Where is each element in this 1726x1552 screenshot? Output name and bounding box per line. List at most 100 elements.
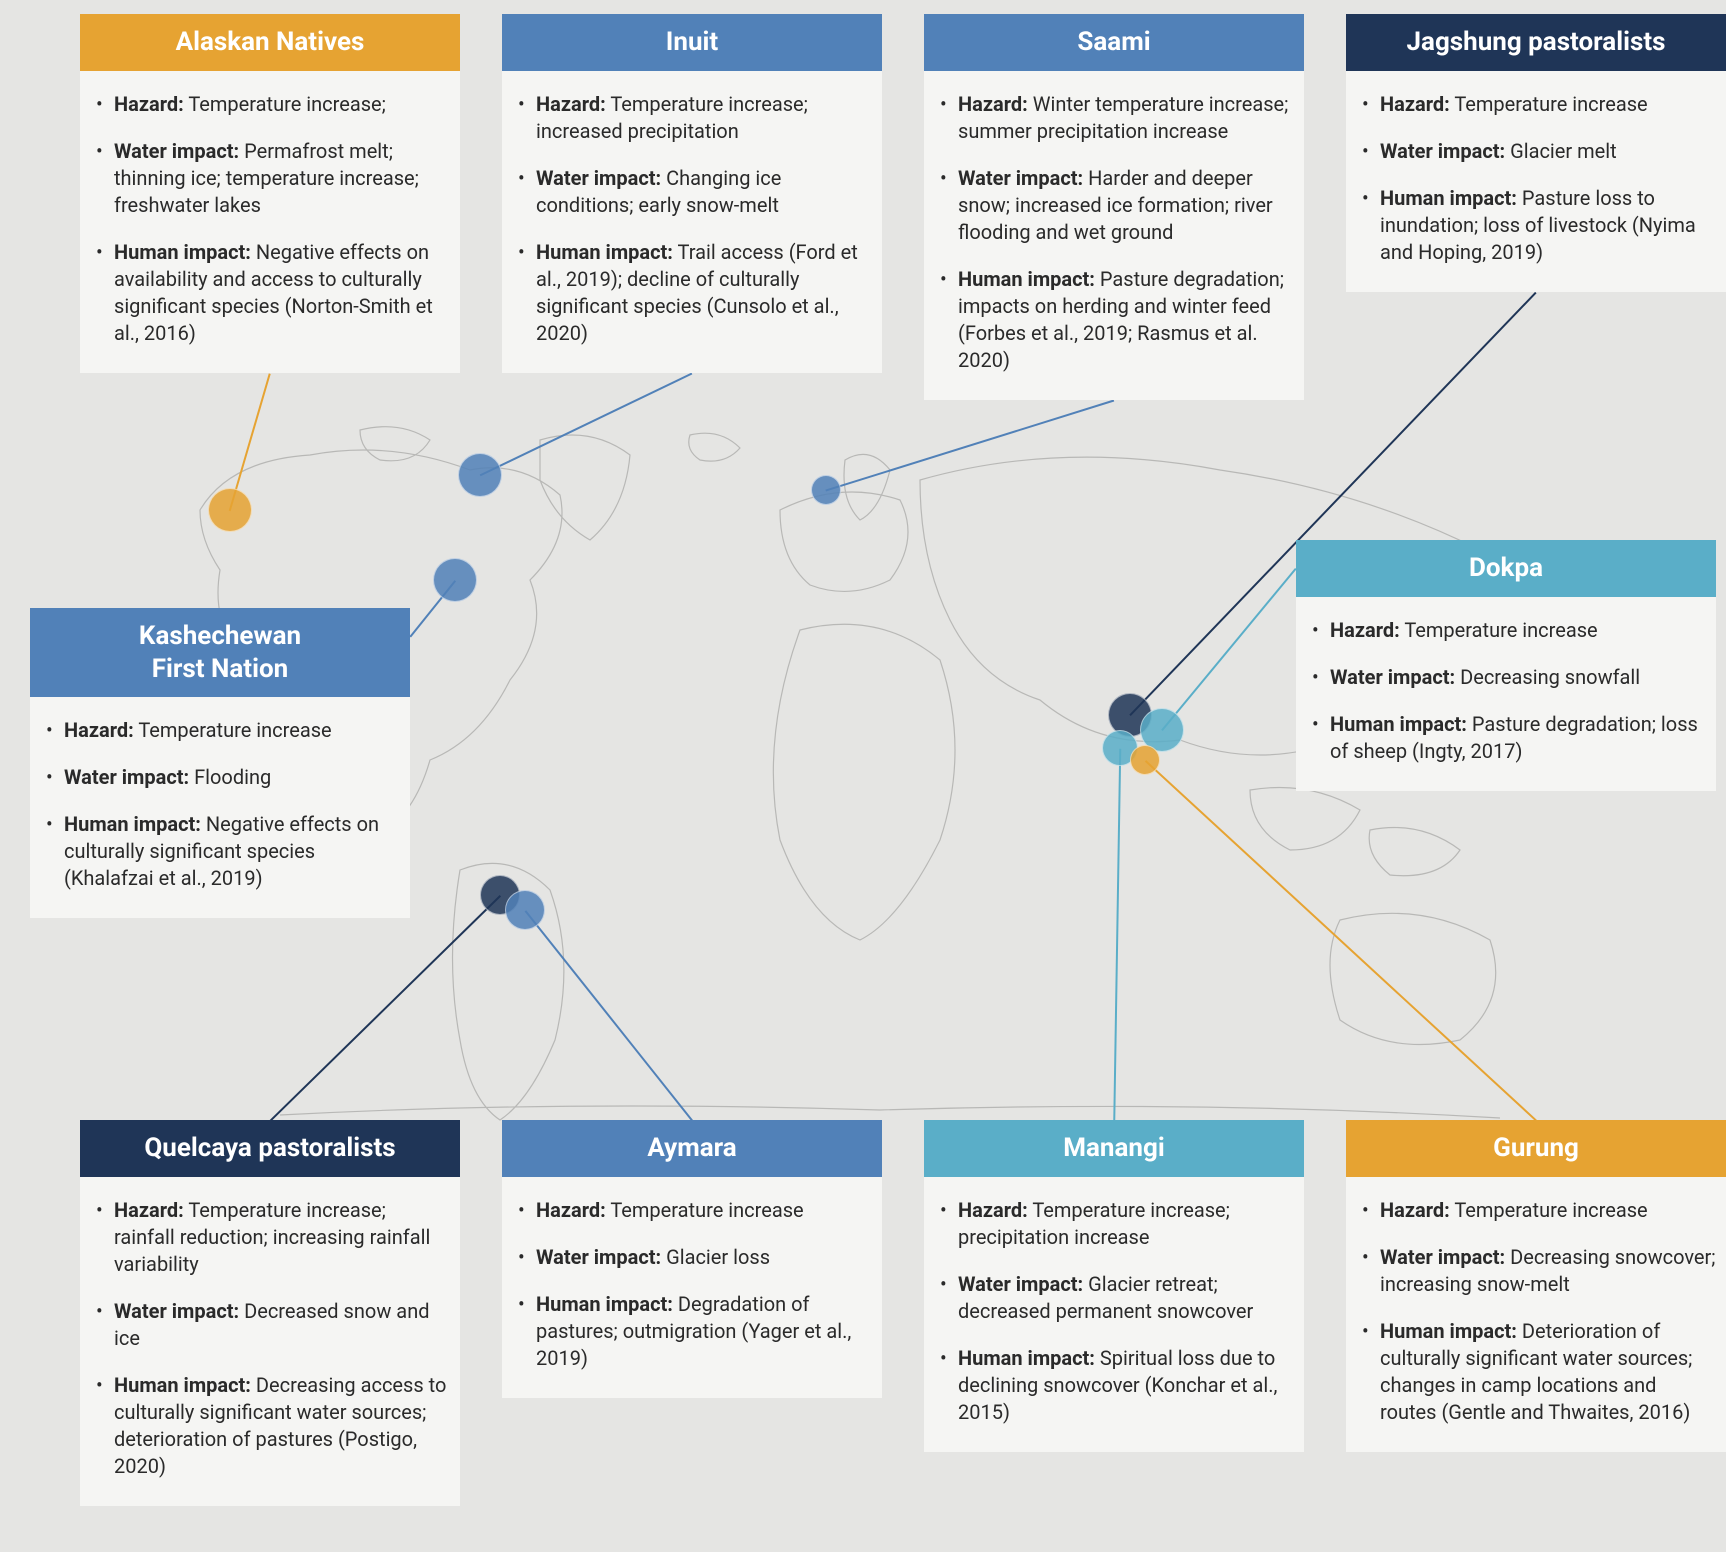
human-label: Human impact: bbox=[958, 267, 1095, 291]
water-label: Water impact: bbox=[1380, 139, 1505, 163]
card-body: Hazard: Temperature increase; precipitat… bbox=[924, 1177, 1304, 1452]
hazard-label: Hazard: bbox=[536, 1198, 606, 1222]
human-label: Human impact: bbox=[536, 240, 673, 264]
card-body: Hazard: Temperature increase Water impact… bbox=[1346, 71, 1726, 292]
card-kashechewan: Kashechewan First NationHazard: Temperat… bbox=[30, 608, 410, 918]
hazard-label: Hazard: bbox=[1380, 92, 1450, 116]
card-item-water: Water impact: Flooding bbox=[64, 764, 400, 791]
card-item-human: Human impact: Spiritual loss due to decl… bbox=[958, 1345, 1294, 1426]
water-label: Water impact: bbox=[114, 139, 239, 163]
water-label: Water impact: bbox=[64, 765, 189, 789]
card-body: Hazard: Temperature increase Water impact… bbox=[30, 697, 410, 918]
card-item-water: Water impact: Harder and deeper snow; in… bbox=[958, 165, 1294, 246]
hazard-label: Hazard: bbox=[1380, 1198, 1450, 1222]
hazard-label: Hazard: bbox=[958, 92, 1028, 116]
card-manangi: Manangi Hazard: Temperature increase; pre… bbox=[924, 1120, 1304, 1452]
card-alaskan: Alaskan NativesHazard: Temperature incre… bbox=[80, 14, 460, 373]
card-item-water: Water impact: Glacier loss bbox=[536, 1244, 872, 1271]
card-item-water: Water impact: Decreasing snowcover; incr… bbox=[1380, 1244, 1716, 1298]
aymara-marker bbox=[505, 890, 545, 930]
card-title: Inuit bbox=[502, 14, 882, 71]
human-label: Human impact: bbox=[1330, 712, 1467, 736]
water-text: Glacier loss bbox=[661, 1245, 770, 1269]
hazard-text: Temperature increase bbox=[1450, 92, 1648, 116]
human-label: Human impact: bbox=[114, 240, 251, 264]
card-body: Hazard: Temperature increase; rainfall r… bbox=[80, 1177, 460, 1506]
card-title: Saami bbox=[924, 14, 1304, 71]
card-saami: SaamiHazard: Winter temperature increase… bbox=[924, 14, 1304, 400]
hazard-text: Temperature increase; bbox=[184, 92, 386, 116]
card-quelcaya: Quelcaya pastoralists Hazard: Temperature… bbox=[80, 1120, 460, 1506]
water-text: Decreasing snowfall bbox=[1455, 665, 1640, 689]
water-label: Water impact: bbox=[114, 1299, 239, 1323]
card-item-hazard: Hazard: Temperature increase; increased … bbox=[536, 91, 872, 145]
hazard-label: Hazard: bbox=[958, 1198, 1028, 1222]
card-item-hazard: Hazard: Temperature increase; bbox=[114, 91, 450, 118]
human-label: Human impact: bbox=[958, 1346, 1095, 1370]
card-item-hazard: Hazard: Temperature increase; precipitat… bbox=[958, 1197, 1294, 1251]
card-item-water: Water impact: Changing ice conditions; e… bbox=[536, 165, 872, 219]
card-aymara: Aymara Hazard: Temperature increase Water … bbox=[502, 1120, 882, 1398]
card-body: Hazard: Temperature increase Water impact… bbox=[502, 1177, 882, 1398]
card-item-hazard: Hazard: Temperature increase; rainfall r… bbox=[114, 1197, 450, 1278]
hazard-label: Hazard: bbox=[114, 1198, 184, 1222]
hazard-label: Hazard: bbox=[1330, 618, 1400, 642]
alaskan-marker bbox=[208, 488, 252, 532]
card-body: Hazard: Temperature increase Water impact… bbox=[1346, 1177, 1726, 1452]
card-inuit: Inuit Hazard: Temperature increase; incre… bbox=[502, 14, 882, 373]
card-body: Hazard: Winter temperature increase; sum… bbox=[924, 71, 1304, 400]
card-item-water: Water impact: Permafrost melt; thinning … bbox=[114, 138, 450, 219]
card-item-human: Human impact: Deterioration of culturall… bbox=[1380, 1318, 1716, 1426]
card-item-hazard: Hazard: Temperature increase bbox=[536, 1197, 872, 1224]
human-label: Human impact: bbox=[536, 1292, 673, 1316]
water-label: Water impact: bbox=[1380, 1245, 1505, 1269]
human-label: Human impact: bbox=[1380, 186, 1517, 210]
hazard-label: Hazard: bbox=[536, 92, 606, 116]
card-item-human: Human impact: Pasture loss to inundation… bbox=[1380, 185, 1716, 266]
hazard-text: Temperature increase bbox=[606, 1198, 804, 1222]
water-text: Glacier melt bbox=[1505, 139, 1617, 163]
card-item-hazard: Hazard: Temperature increase bbox=[1380, 91, 1716, 118]
card-item-human: Human impact: Trail access (Ford et al.,… bbox=[536, 239, 872, 347]
card-title: Gurung bbox=[1346, 1120, 1726, 1177]
card-item-water: Water impact: Glacier retreat; decreased… bbox=[958, 1271, 1294, 1325]
hazard-label: Hazard: bbox=[64, 718, 134, 742]
water-label: Water impact: bbox=[536, 166, 661, 190]
card-item-human: Human impact: Negative effects on availa… bbox=[114, 239, 450, 347]
card-item-human: Human impact: Degradation of pastures; o… bbox=[536, 1291, 872, 1372]
card-body: Hazard: Temperature increase Water impact… bbox=[1296, 597, 1716, 791]
card-title: Kashechewan First Nation bbox=[30, 608, 410, 697]
card-item-human: Human impact: Decreasing access to cultu… bbox=[114, 1372, 450, 1480]
card-title: Alaskan Natives bbox=[80, 14, 460, 71]
human-label: Human impact: bbox=[114, 1373, 251, 1397]
hazard-text: Temperature increase bbox=[134, 718, 332, 742]
hazard-text: Temperature increase bbox=[1450, 1198, 1648, 1222]
card-body: Hazard: Temperature increase; Water impac… bbox=[80, 71, 460, 373]
card-item-hazard: Hazard: Temperature increase bbox=[1380, 1197, 1716, 1224]
hazard-text: Temperature increase bbox=[1400, 618, 1598, 642]
water-label: Water impact: bbox=[536, 1245, 661, 1269]
card-item-water: Water impact: Decreasing snowfall bbox=[1330, 664, 1706, 691]
card-item-human: Human impact: Pasture degradation; loss … bbox=[1330, 711, 1706, 765]
water-label: Water impact: bbox=[958, 166, 1083, 190]
card-item-human: Human impact: Negative effects on cultur… bbox=[64, 811, 400, 892]
card-title: Dokpa bbox=[1296, 540, 1716, 597]
card-item-hazard: Hazard: Temperature increase bbox=[64, 717, 400, 744]
card-jagshung: Jagshung pastoralistsHazard: Temperature… bbox=[1346, 14, 1726, 292]
card-title: Quelcaya pastoralists bbox=[80, 1120, 460, 1177]
water-text: Flooding bbox=[189, 765, 271, 789]
water-label: Water impact: bbox=[1330, 665, 1455, 689]
inuit-marker bbox=[458, 453, 502, 497]
human-label: Human impact: bbox=[1380, 1319, 1517, 1343]
card-dokpa: Dokpa Hazard: Temperature increase Water i… bbox=[1296, 540, 1716, 791]
card-title: Manangi bbox=[924, 1120, 1304, 1177]
card-title: Aymara bbox=[502, 1120, 882, 1177]
card-item-human: Human impact: Pasture degradation; impac… bbox=[958, 266, 1294, 374]
saami-marker bbox=[811, 475, 841, 505]
card-title: Jagshung pastoralists bbox=[1346, 14, 1726, 71]
hazard-label: Hazard: bbox=[114, 92, 184, 116]
card-body: Hazard: Temperature increase; increased … bbox=[502, 71, 882, 373]
kash-marker bbox=[433, 558, 477, 602]
card-item-water: Water impact: Decreased snow and ice bbox=[114, 1298, 450, 1352]
water-label: Water impact: bbox=[958, 1272, 1083, 1296]
